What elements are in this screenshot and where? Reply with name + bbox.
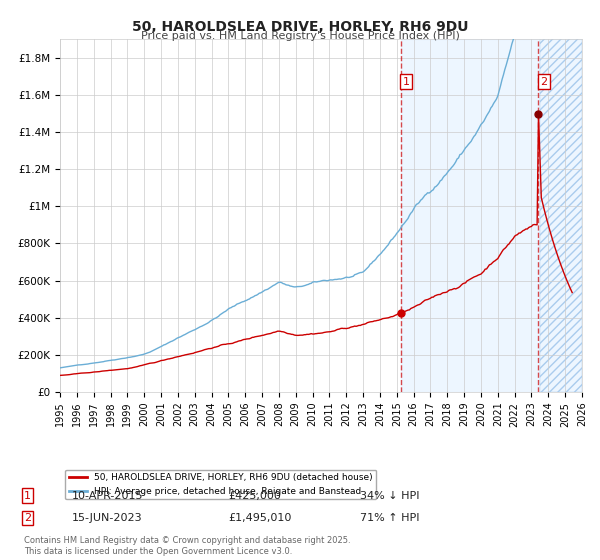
Bar (401, 39, 582, 392)
Text: 71% ↑ HPI: 71% ↑ HPI (360, 513, 419, 523)
Text: 34% ↓ HPI: 34% ↓ HPI (360, 491, 419, 501)
Text: Price paid vs. HM Land Registry's House Price Index (HPI): Price paid vs. HM Land Registry's House … (140, 31, 460, 41)
Text: 2: 2 (540, 77, 547, 87)
Text: £425,000: £425,000 (228, 491, 281, 501)
Bar (540, 39, 582, 392)
Text: 10-APR-2015: 10-APR-2015 (72, 491, 143, 501)
Text: £1,495,010: £1,495,010 (228, 513, 292, 523)
Text: 1: 1 (403, 77, 410, 87)
Legend: 50, HAROLDSLEA DRIVE, HORLEY, RH6 9DU (detached house), HPI: Average price, deta: 50, HAROLDSLEA DRIVE, HORLEY, RH6 9DU (d… (65, 470, 376, 500)
Text: Contains HM Land Registry data © Crown copyright and database right 2025.
This d: Contains HM Land Registry data © Crown c… (24, 536, 350, 556)
Text: 1: 1 (24, 491, 31, 501)
Text: 50, HAROLDSLEA DRIVE, HORLEY, RH6 9DU: 50, HAROLDSLEA DRIVE, HORLEY, RH6 9DU (132, 20, 468, 34)
Text: 2: 2 (24, 513, 31, 523)
Text: 15-JUN-2023: 15-JUN-2023 (72, 513, 143, 523)
